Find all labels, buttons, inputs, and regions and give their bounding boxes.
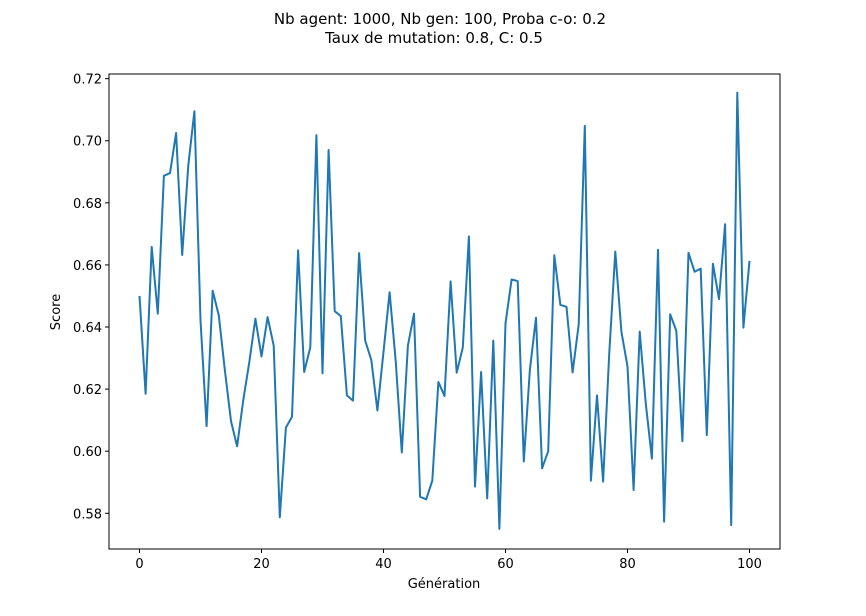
y-tick-label: 0.72 [73,73,102,88]
x-tick-label: 20 [253,557,270,572]
y-tick-label: 0.60 [73,445,102,460]
x-axis-ticks: 0 20 40 60 80 100 [135,549,762,572]
y-tick-label: 0.68 [73,197,102,212]
x-tick-label: 100 [737,557,762,572]
y-tick-label: 0.62 [73,383,102,398]
y-tick-label: 0.64 [73,321,102,336]
x-tick-label: 0 [135,557,143,572]
series-layer [138,91,751,530]
x-tick-label: 60 [497,557,514,572]
score-series-line [138,91,751,530]
chart-title-line-1: Nb agent: 1000, Nb gen: 100, Proba c-o: … [274,10,606,28]
plot-area-frame [108,73,781,550]
x-tick-label: 80 [619,557,636,572]
x-axis-label: Génération [408,577,481,592]
y-tick-label: 0.70 [73,135,102,150]
y-tick-label: 0.58 [73,507,102,522]
y-tick-label: 0.66 [73,259,102,274]
x-tick-label: 40 [375,557,392,572]
y-axis-label: Score [49,294,64,330]
chart-title-line-2: Taux de mutation: 0.8, C: 0.5 [324,29,543,47]
y-axis-ticks: 0.58 0.60 0.62 0.64 0.66 0.68 0.70 0.72 [73,73,109,522]
